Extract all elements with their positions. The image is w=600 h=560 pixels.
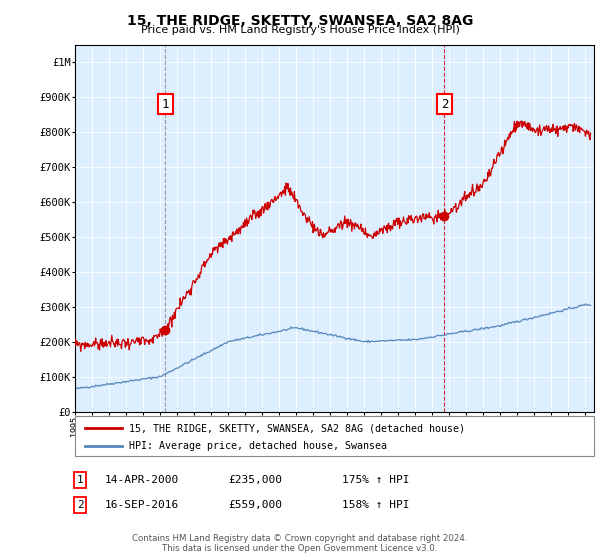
Text: 15, THE RIDGE, SKETTY, SWANSEA, SA2 8AG (detached house): 15, THE RIDGE, SKETTY, SWANSEA, SA2 8AG …: [130, 423, 466, 433]
Text: 16-SEP-2016: 16-SEP-2016: [105, 500, 179, 510]
FancyBboxPatch shape: [75, 416, 594, 456]
Text: 175% ↑ HPI: 175% ↑ HPI: [342, 475, 409, 485]
Text: £559,000: £559,000: [228, 500, 282, 510]
Text: HPI: Average price, detached house, Swansea: HPI: Average price, detached house, Swan…: [130, 441, 388, 451]
Text: Price paid vs. HM Land Registry's House Price Index (HPI): Price paid vs. HM Land Registry's House …: [140, 25, 460, 35]
Text: 158% ↑ HPI: 158% ↑ HPI: [342, 500, 409, 510]
Text: 15, THE RIDGE, SKETTY, SWANSEA, SA2 8AG: 15, THE RIDGE, SKETTY, SWANSEA, SA2 8AG: [127, 14, 473, 28]
Text: 1: 1: [161, 97, 169, 111]
Text: 1: 1: [77, 475, 83, 485]
Text: £235,000: £235,000: [228, 475, 282, 485]
Text: Contains HM Land Registry data © Crown copyright and database right 2024.
This d: Contains HM Land Registry data © Crown c…: [132, 534, 468, 553]
Text: 2: 2: [77, 500, 83, 510]
Text: 2: 2: [440, 97, 448, 111]
Text: 14-APR-2000: 14-APR-2000: [105, 475, 179, 485]
